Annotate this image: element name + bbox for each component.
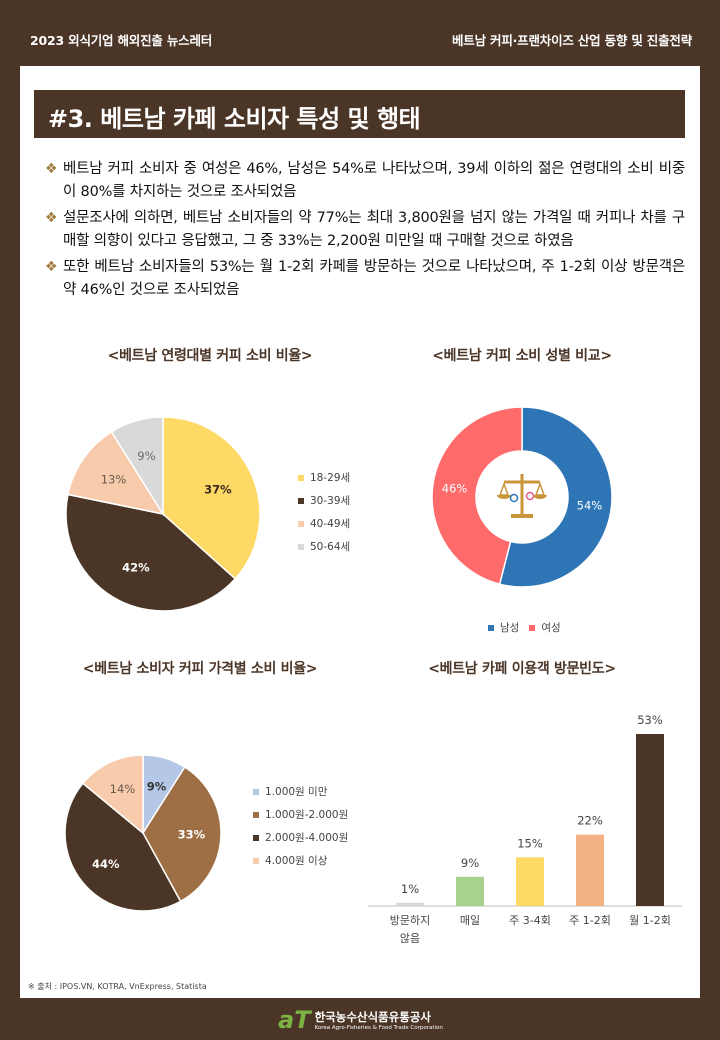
data-label: 9%	[147, 780, 167, 794]
pie-slice	[81, 754, 144, 835]
legend-label: 2.000원-4.000원	[265, 832, 349, 844]
price-chart-legend: 1.000원 미만 1.000원-2.000원 2.000원-4.000원 4.000…	[253, 780, 348, 872]
logo-english-name: Korea Agro-Fisheries & Food Trade Corpor…	[314, 1025, 443, 1031]
legend-swatch	[253, 834, 259, 841]
legend-swatch	[253, 788, 259, 795]
tick-label: 매일	[460, 913, 480, 927]
legend-label: 40-49세	[310, 518, 351, 530]
at-logo: aT 한국농수산식품유통공사 Korea Agro-Fisheries & Fo…	[278, 1006, 443, 1034]
legend-swatch	[298, 543, 304, 550]
data-label: 13%	[101, 473, 127, 487]
legend-label: 50-64세	[310, 541, 351, 553]
footer: aT 한국농수산식품유통공사 Korea Agro-Fisheries & Fo…	[0, 998, 720, 1040]
legend-swatch	[253, 811, 259, 818]
pie-slice	[110, 416, 164, 517]
pie-slice	[67, 430, 165, 516]
tick-label: 않음	[400, 932, 420, 945]
diamond-bullet-icon: ❖	[45, 161, 58, 177]
data-label: 15%	[517, 836, 543, 850]
legend-item: 4.000원 이상	[253, 849, 348, 872]
price-pie-chart: 9% 33% 44% 14%	[64, 754, 222, 912]
legend-label: 남성	[500, 622, 520, 634]
bar	[636, 734, 664, 906]
pie-slice	[65, 493, 237, 612]
legend-label: 1.000원 미만	[265, 786, 328, 798]
legend-item: 1.000원-2.000원	[253, 803, 348, 826]
top-header: 2023 외식기업 해외진출 뉴스레터 베트남 커피·프랜차이즈 산업 동향 및…	[0, 0, 720, 66]
gender-chart-title: <베트남 커피 소비 성별 비교>	[432, 348, 612, 364]
pie-slice	[64, 782, 182, 912]
legend-label: 30-39세	[310, 495, 351, 507]
legend-item: 남성	[488, 616, 519, 639]
bar	[456, 876, 484, 906]
legend-item: 2.000원-4.000원	[253, 826, 348, 849]
legend-label: 1.000원-2.000원	[265, 809, 349, 821]
diamond-bullet-icon: ❖	[45, 259, 58, 275]
source-note: ※ 출처 : IPOS.VN, KOTRA, VnExpress, Statis…	[28, 982, 207, 991]
data-label: 44%	[92, 857, 120, 871]
scale-gender-icon	[497, 474, 547, 518]
bullet-item: ❖ 베트남 커피 소비자 중 여성은 46%, 남성은 54%로 나타났으며, 3…	[45, 158, 685, 204]
legend-label: 4.000원 이상	[265, 855, 328, 867]
legend-item: 1.000원 미만	[253, 780, 348, 803]
at-logo-mark: aT	[278, 1006, 311, 1034]
data-label: 9%	[137, 449, 155, 463]
tick-label: 월 1-2회	[629, 914, 671, 927]
bar	[396, 902, 424, 906]
data-label: 54%	[577, 499, 603, 513]
data-label: 46%	[442, 481, 468, 495]
legend-swatch	[488, 624, 494, 631]
tick-label: 주 3-4회	[509, 914, 551, 927]
bar	[516, 857, 544, 906]
gender-donut-chart: 54% 46%	[431, 406, 613, 588]
diamond-bullet-icon: ❖	[45, 210, 58, 226]
legend-swatch	[298, 474, 304, 481]
legend-swatch	[298, 520, 304, 527]
pie-slice	[498, 406, 613, 588]
page-content: #3. 베트남 카페 소비자 특성 및 행태 ❖ 베트남 커피 소비자 중 여성은…	[20, 66, 700, 998]
pie-slice	[431, 406, 523, 586]
pie-slice	[162, 416, 261, 580]
legend-label: 18-29세	[310, 472, 351, 484]
bullet-item: ❖ 설문조사에 의하면, 베트남 소비자들의 약 77%는 최대 3,800원을 …	[45, 207, 685, 253]
legend-swatch	[253, 857, 259, 864]
legend-item: 18-29세	[298, 466, 350, 489]
gender-chart-legend: 남성 여성	[488, 616, 561, 639]
legend-label: 여성	[541, 622, 561, 634]
bullet-item: ❖ 또한 베트남 소비자들의 53%는 월 1-2회 카페를 방문하는 것으로 나…	[45, 256, 685, 302]
logo-korean-name: 한국농수산식품유통공사	[314, 1010, 431, 1024]
data-label: 22%	[577, 814, 603, 828]
data-label: 42%	[122, 561, 150, 575]
age-chart-legend: 18-29세 30-39세 40-49세 50-64세	[298, 466, 350, 558]
data-label: 33%	[178, 828, 206, 842]
newsletter-label: 2023 외식기업 해외진출 뉴스레터	[30, 33, 213, 48]
legend-item: 30-39세	[298, 489, 350, 512]
age-pie-chart: 37% 42% 13% 9%	[65, 416, 261, 612]
tick-label: 방문하지	[390, 913, 430, 927]
section-title: #3. 베트남 카페 소비자 특성 및 행태	[48, 105, 421, 133]
legend-swatch	[529, 624, 536, 631]
legend-item: 여성	[529, 616, 561, 639]
bullet-list: ❖ 베트남 커피 소비자 중 여성은 46%, 남성은 54%로 나타났으며, 3…	[45, 158, 685, 305]
bar	[576, 834, 604, 906]
data-label: 53%	[637, 713, 663, 727]
data-label: 37%	[204, 482, 232, 496]
data-label: 9%	[461, 856, 479, 870]
visit-chart-title: <베트남 카페 이용객 방문빈도>	[428, 661, 616, 677]
report-topic-label: 베트남 커피·프랜차이즈 산업 동향 및 진출전략	[451, 33, 692, 48]
data-label: 1%	[401, 882, 419, 896]
tick-label: 주 1-2회	[569, 914, 611, 927]
legend-item: 40-49세	[298, 512, 350, 535]
legend-item: 50-64세	[298, 535, 350, 558]
price-chart-title: <베트남 소비자 커피 가격별 소비 비율>	[82, 661, 318, 677]
data-label: 14%	[110, 782, 136, 796]
section-title-bar: #3. 베트남 카페 소비자 특성 및 행태	[34, 90, 685, 138]
legend-swatch	[298, 497, 304, 504]
age-chart-title: <베트남 연령대별 커피 소비 비율>	[107, 348, 313, 364]
